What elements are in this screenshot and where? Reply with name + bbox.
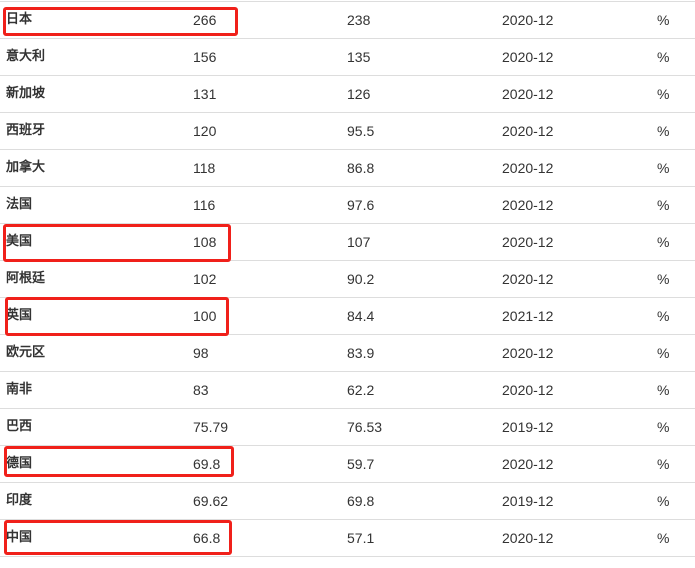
country-name: 加拿大 xyxy=(6,160,46,175)
unit: % xyxy=(657,197,670,213)
table-row: 西班牙 120 95.5 2020-12% xyxy=(0,113,695,150)
country-name: 意大利 xyxy=(6,49,46,64)
current-value: 102 xyxy=(193,271,217,287)
previous-value: 69.8 xyxy=(347,493,375,509)
previous-value: 86.8 xyxy=(347,160,375,176)
current-value: 69.62 xyxy=(193,493,229,509)
current-value: 131 xyxy=(193,86,217,102)
previous-value: 135 xyxy=(347,49,371,65)
table-row: 英国 100 84.4 2021-12% xyxy=(0,298,695,335)
table-row: 印度 69.62 69.8 2019-12% xyxy=(0,483,695,520)
table-row: 法国 116 97.6 2020-12% xyxy=(0,187,695,224)
date: 2020-12 xyxy=(502,345,554,361)
date: 2020-12 xyxy=(502,271,554,287)
previous-value: 83.9 xyxy=(347,345,375,361)
current-value: 100 xyxy=(193,308,217,324)
previous-value: 97.6 xyxy=(347,197,375,213)
table-row: 巴西 75.79 76.53 2019-12% xyxy=(0,409,695,446)
table-row: 新加坡 131 126 2020-12% xyxy=(0,76,695,113)
current-value: 118 xyxy=(193,160,216,176)
unit: % xyxy=(657,345,670,361)
current-value: 66.8 xyxy=(193,530,221,546)
unit: % xyxy=(657,86,670,102)
unit: % xyxy=(657,160,670,176)
previous-value: 57.1 xyxy=(347,530,375,546)
country-name: 新加坡 xyxy=(6,86,46,101)
date: 2020-12 xyxy=(502,234,554,250)
current-value: 69.8 xyxy=(193,456,221,472)
unit: % xyxy=(657,308,670,324)
current-value: 98 xyxy=(193,345,209,361)
unit: % xyxy=(657,530,670,546)
previous-value: 84.4 xyxy=(347,308,375,324)
date: 2020-12 xyxy=(502,382,554,398)
previous-value: 95.5 xyxy=(347,123,375,139)
table-row: 日本 266 238 2020-12% xyxy=(0,2,695,39)
current-value: 116 xyxy=(193,197,216,213)
unit: % xyxy=(657,234,670,250)
previous-value: 76.53 xyxy=(347,419,383,435)
table-row: 欧元区 98 83.9 2020-12% xyxy=(0,335,695,372)
unit: % xyxy=(657,456,670,472)
country-name: 法国 xyxy=(6,197,33,212)
country-name: 美国 xyxy=(6,234,33,249)
country-name: 中国 xyxy=(6,530,33,545)
table-row: 美国 108 107 2020-12% xyxy=(0,224,695,261)
unit: % xyxy=(657,382,670,398)
table-row: 中国 66.8 57.1 2020-12% xyxy=(0,520,695,557)
unit: % xyxy=(657,49,670,65)
previous-value: 126 xyxy=(347,86,371,102)
country-name: 巴西 xyxy=(6,419,33,434)
date: 2020-12 xyxy=(502,456,554,472)
country-name: 德国 xyxy=(6,456,33,471)
country-name: 南非 xyxy=(6,382,33,397)
current-value: 75.79 xyxy=(193,419,229,435)
previous-value: 59.7 xyxy=(347,456,375,472)
country-name: 阿根廷 xyxy=(6,271,46,286)
date: 2020-12 xyxy=(502,12,554,28)
table-row: 阿根廷 102 90.2 2020-12% xyxy=(0,261,695,298)
current-value: 266 xyxy=(193,12,217,28)
date: 2019-12 xyxy=(502,419,554,435)
unit: % xyxy=(657,493,670,509)
date: 2021-12 xyxy=(502,308,554,324)
current-value: 120 xyxy=(193,123,217,139)
current-value: 83 xyxy=(193,382,209,398)
unit: % xyxy=(657,123,670,139)
country-name: 欧元区 xyxy=(6,345,46,360)
unit: % xyxy=(657,12,670,28)
table-row: 意大利 156 135 2020-12% xyxy=(0,39,695,76)
date: 2020-12 xyxy=(502,530,554,546)
date: 2020-12 xyxy=(502,49,554,65)
previous-value: 107 xyxy=(347,234,371,250)
table-row: 加拿大 118 86.8 2020-12% xyxy=(0,150,695,187)
previous-value: 90.2 xyxy=(347,271,375,287)
unit: % xyxy=(657,271,670,287)
current-value: 156 xyxy=(193,49,217,65)
country-name: 英国 xyxy=(6,308,33,323)
table-row: 南非 83 62.2 2020-12% xyxy=(0,372,695,409)
date: 2020-12 xyxy=(502,86,554,102)
date: 2020-12 xyxy=(502,160,554,176)
previous-value: 238 xyxy=(347,12,371,28)
date: 2020-12 xyxy=(502,123,554,139)
data-table: 日本 266 238 2020-12% 意大利 156 135 2020-12% 新加坡 131 1… xyxy=(0,1,695,557)
current-value: 108 xyxy=(193,234,217,250)
country-name: 印度 xyxy=(6,493,33,508)
unit: % xyxy=(657,419,670,435)
country-name: 西班牙 xyxy=(6,123,46,138)
country-name: 日本 xyxy=(6,12,33,27)
previous-value: 62.2 xyxy=(347,382,375,398)
date: 2020-12 xyxy=(502,197,554,213)
table-row: 德国 69.8 59.7 2020-12% xyxy=(0,446,695,483)
date: 2019-12 xyxy=(502,493,554,509)
